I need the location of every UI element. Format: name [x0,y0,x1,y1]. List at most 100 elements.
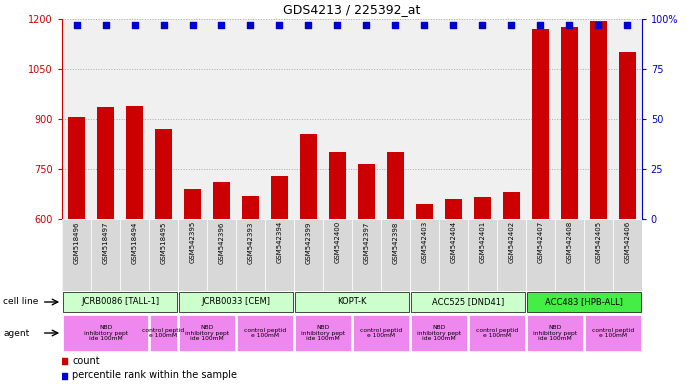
Text: control peptid
e 100mM: control peptid e 100mM [475,328,518,338]
Text: GSM542393: GSM542393 [248,221,253,263]
Bar [589,21,607,219]
Bar [352,219,381,291]
Point [506,22,517,28]
Point [158,22,169,28]
Text: GSM542401: GSM542401 [480,221,485,263]
Bar [184,189,201,219]
Bar [62,219,91,291]
Text: GSM542394: GSM542394 [277,221,282,263]
Point [216,22,227,28]
Text: NBD
inhibitory pept
ide 100mM: NBD inhibitory pept ide 100mM [301,325,345,341]
Text: GSM542407: GSM542407 [538,221,543,263]
Bar [91,219,120,291]
Text: JCRB0033 [CEM]: JCRB0033 [CEM] [201,298,270,306]
Point [535,22,546,28]
Point [59,372,70,379]
Text: GSM542405: GSM542405 [595,221,601,263]
Bar [149,219,178,291]
Point [593,22,604,28]
Bar [526,219,555,291]
Text: control peptid
e 100mM: control peptid e 100mM [359,328,402,338]
Bar [439,219,468,291]
Bar [584,315,641,351]
Text: KOPT-K: KOPT-K [337,298,366,306]
Bar [526,292,641,312]
Bar [237,315,293,351]
Text: control peptid
e 100mM: control peptid e 100mM [244,328,286,338]
Text: cell line: cell line [3,298,39,306]
Text: GSM542397: GSM542397 [364,221,369,263]
Text: GSM542402: GSM542402 [509,221,514,263]
Text: GSM518495: GSM518495 [161,221,166,263]
Bar [178,219,207,291]
Text: NBD
inhibitory pept
ide 100mM: NBD inhibitory pept ide 100mM [533,325,577,341]
Bar [328,152,346,219]
Text: ACC525 [DND41]: ACC525 [DND41] [432,298,504,306]
Point [564,22,575,28]
Bar [179,315,235,351]
Bar [299,134,317,219]
Text: GSM542404: GSM542404 [451,221,456,263]
Bar [353,315,409,351]
Bar [68,118,86,219]
Bar [584,219,613,291]
Point [390,22,401,28]
Text: GSM518496: GSM518496 [74,221,79,264]
Bar [120,219,149,291]
Point [100,22,111,28]
Bar [381,219,410,291]
Point [448,22,459,28]
Bar [270,175,288,219]
Text: GSM542398: GSM542398 [393,221,398,263]
Bar [150,315,177,351]
Text: NBD
inhibitory pept
ide 100mM: NBD inhibitory pept ide 100mM [185,325,229,341]
Bar [468,219,497,291]
Bar [618,52,636,219]
Bar [444,199,462,219]
Bar [613,219,642,291]
Text: GSM542395: GSM542395 [190,221,195,263]
Text: GSM542403: GSM542403 [422,221,427,263]
Bar [473,197,491,219]
Bar [236,219,265,291]
Point [477,22,488,28]
Bar [241,196,259,219]
Point [245,22,256,28]
Bar [213,182,230,219]
Bar [295,315,351,351]
Bar [63,315,148,351]
Point [622,22,633,28]
Bar [265,219,294,291]
Bar [97,108,115,219]
Point [332,22,343,28]
Bar [294,219,323,291]
Point [274,22,285,28]
Title: GDS4213 / 225392_at: GDS4213 / 225392_at [283,3,421,17]
Bar [155,129,172,219]
Bar [555,219,584,291]
Point [419,22,430,28]
Text: agent: agent [3,328,30,338]
Text: ACC483 [HPB-ALL]: ACC483 [HPB-ALL] [545,298,622,306]
Bar [502,192,520,219]
Bar [531,29,549,219]
Text: GSM518494: GSM518494 [132,221,137,263]
Bar [323,219,352,291]
Text: GSM542408: GSM542408 [566,221,572,263]
Text: GSM518497: GSM518497 [103,221,108,264]
Bar [295,292,409,312]
Text: GSM542396: GSM542396 [219,221,224,263]
Text: GSM542406: GSM542406 [624,221,630,263]
Bar [386,152,404,219]
Point [59,358,70,364]
Bar [207,219,236,291]
Point [361,22,372,28]
Point [129,22,140,28]
Bar [497,219,526,291]
Bar [560,27,578,219]
Text: NBD
inhibitory pept
ide 100mM: NBD inhibitory pept ide 100mM [83,325,128,341]
Point [71,22,82,28]
Text: percentile rank within the sample: percentile rank within the sample [72,371,237,381]
Bar [126,106,144,219]
Bar [469,315,525,351]
